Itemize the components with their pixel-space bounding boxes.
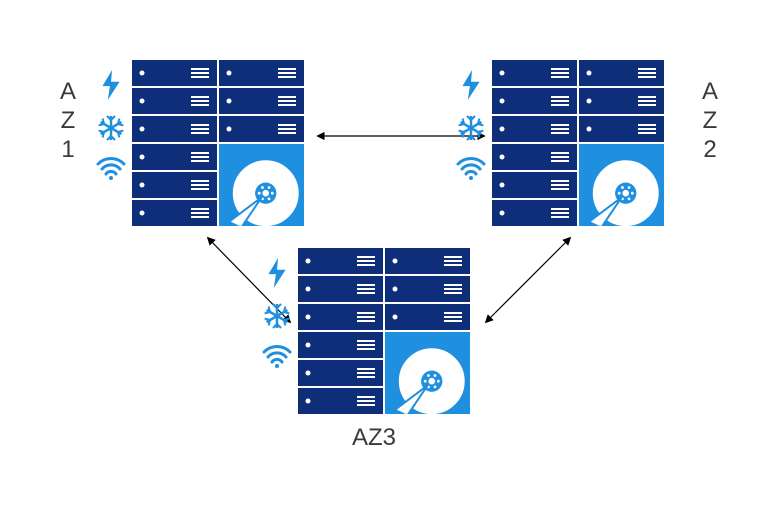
power-bolt-icon (264, 258, 290, 288)
zone-label-line: Z (61, 107, 76, 136)
snowflake-icon (457, 114, 485, 142)
zone-utility-icons-az3 (262, 258, 292, 368)
zone-label-line: AZ3 (352, 424, 396, 451)
wifi-icon (96, 156, 126, 180)
zone-label-line: 2 (703, 136, 716, 165)
snowflake-icon (263, 302, 291, 330)
diagram-canvas: { "colors": { "dark_blue": "#0e2e7a", "l… (0, 0, 784, 511)
datacenter-node-az2 (492, 60, 664, 231)
zone-label-az1: AZ1 (60, 78, 76, 164)
power-bolt-icon (98, 70, 124, 100)
zone-utility-icons-az1 (96, 70, 126, 180)
datacenter-node-az1 (132, 60, 304, 231)
wifi-icon (456, 156, 486, 180)
connection-az2-az3 (486, 238, 570, 322)
zone-label-line: 1 (61, 136, 74, 165)
zone-label-az3: AZ3 (352, 424, 396, 453)
snowflake-icon (97, 114, 125, 142)
zone-label-line: Z (703, 107, 718, 136)
zone-utility-icons-az2 (456, 70, 486, 180)
wifi-icon (262, 344, 292, 368)
zone-label-line: A (702, 78, 718, 107)
datacenter-node-az3 (298, 248, 470, 419)
power-bolt-icon (458, 70, 484, 100)
zone-label-line: A (60, 78, 76, 107)
zone-label-az2: AZ2 (702, 78, 718, 164)
